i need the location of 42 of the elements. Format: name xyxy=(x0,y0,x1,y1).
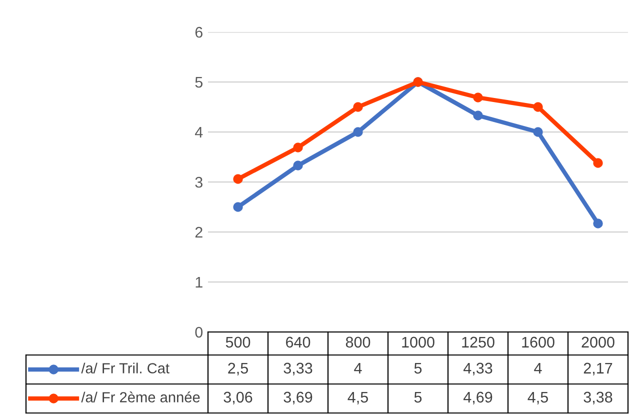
y-tick-label: 5 xyxy=(195,77,202,88)
y-tick-label: 0 xyxy=(195,326,203,338)
y-tick-label: 2 xyxy=(195,226,202,238)
point xyxy=(293,160,303,170)
data-label: 3,69 xyxy=(284,392,312,404)
data-label: 5 xyxy=(414,362,422,374)
x-tick-label: 640 xyxy=(286,336,310,348)
y-tick-label: 3 xyxy=(195,176,202,188)
data-label: 5 xyxy=(414,392,422,403)
point xyxy=(533,102,543,112)
y-tick-label: 4 xyxy=(194,127,203,138)
x-tick-label: 800 xyxy=(346,336,370,348)
point xyxy=(293,142,303,152)
data-label: 3,38 xyxy=(584,392,612,404)
legend-label: /a/ Fr 2ème année xyxy=(81,392,200,402)
y-tick-label: 6 xyxy=(195,26,202,38)
data-label: 4,33 xyxy=(463,362,492,376)
x-tick-label: 1250 xyxy=(462,336,494,348)
data-label: 3,06 xyxy=(224,392,252,404)
x-tick-label: 2000 xyxy=(582,336,614,348)
data-label: 4,69 xyxy=(463,392,492,404)
data-label: 4 xyxy=(534,362,542,374)
data-label: 4,5 xyxy=(528,392,548,404)
point xyxy=(593,158,603,168)
point xyxy=(533,127,543,137)
data-label: 2,17 xyxy=(584,362,612,376)
point xyxy=(593,218,603,228)
x-tick-label: 1600 xyxy=(522,336,554,348)
legend-label: /a/ Fr Tril. Cat xyxy=(81,362,170,374)
data-label: 3,33 xyxy=(284,362,312,376)
point xyxy=(473,92,483,102)
point xyxy=(353,127,363,137)
data-label: 4 xyxy=(354,362,362,374)
point xyxy=(473,110,483,120)
point xyxy=(353,102,363,112)
point xyxy=(233,202,243,212)
x-tick-label: 1000 xyxy=(402,336,434,348)
data-label: 4,5 xyxy=(348,392,368,404)
point xyxy=(233,174,243,184)
y-tick-label: 1 xyxy=(196,277,202,288)
data-label: 2,5 xyxy=(228,362,248,376)
x-tick-label: 500 xyxy=(226,336,250,348)
